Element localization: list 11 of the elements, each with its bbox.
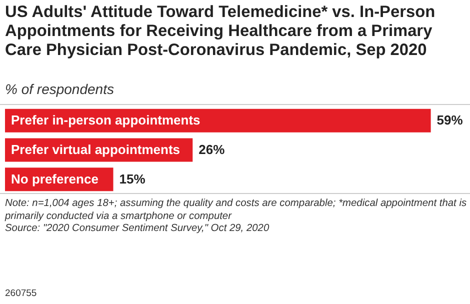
data-label: 15%	[119, 171, 146, 186]
data-label: 26%	[198, 142, 226, 157]
chart-title: US Adults' Attitude Toward Telemedicine* vs. In-Person Appointments for Receiving Healthcare from a Primary Care Physician Post-Coronavirus Pandemic, Sep 2020	[5, 3, 436, 60]
data-label: 59%	[436, 112, 464, 128]
y-tick-label: Prefer in-person appointments	[11, 112, 200, 128]
source-note: Source: "2020 Consumer Sentiment Survey," Oct 29, 2020	[5, 223, 270, 236]
y-tick-label: No preference	[11, 171, 98, 186]
y-tick-label: Prefer virtual appointments	[11, 142, 180, 157]
text: Note: n=1,004 ages 18+; assuming the quality and costs are comparable; *medical appointment that is primarily conducted via a smartphone or computer	[5, 198, 467, 223]
text: 260755	[5, 288, 37, 299]
chart-subtitle: % of respondents	[5, 81, 114, 97]
